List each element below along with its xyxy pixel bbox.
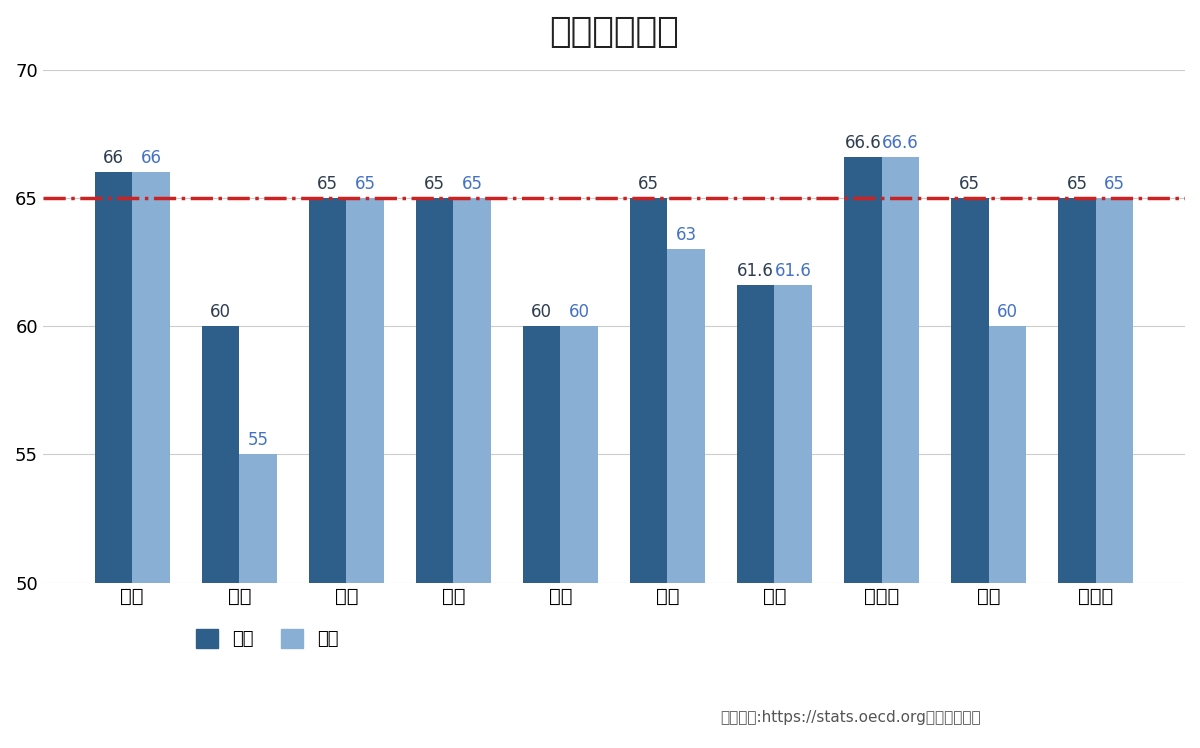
Text: 60: 60 (210, 303, 232, 321)
Bar (454, 198, 491, 748)
Text: 60: 60 (997, 303, 1018, 321)
Bar (560, 326, 598, 748)
Bar (95, 172, 132, 748)
Bar (952, 198, 989, 748)
Bar (630, 198, 667, 748)
Text: 65: 65 (317, 175, 338, 193)
Bar (989, 326, 1026, 748)
Bar (737, 285, 774, 748)
Text: 61.6: 61.6 (775, 262, 811, 280)
Bar (523, 326, 560, 748)
Bar (416, 198, 454, 748)
Bar (132, 172, 169, 748)
Text: 65: 65 (462, 175, 482, 193)
Text: 66.6: 66.6 (882, 134, 919, 152)
Text: 65: 65 (354, 175, 376, 193)
Text: 55: 55 (247, 432, 269, 450)
Text: 60: 60 (569, 303, 589, 321)
Title: 各国退休年龄: 各国退休年龄 (550, 15, 679, 49)
Text: 65: 65 (424, 175, 445, 193)
Text: 61.6: 61.6 (737, 262, 774, 280)
Bar (347, 198, 384, 748)
Text: 65: 65 (1067, 175, 1087, 193)
Text: 60: 60 (532, 303, 552, 321)
Text: 65: 65 (638, 175, 659, 193)
Text: 63: 63 (676, 226, 697, 244)
Text: 65: 65 (1104, 175, 1124, 193)
Text: 66: 66 (140, 149, 162, 168)
Bar (308, 198, 347, 748)
Text: 数据来源:https://stats.oecd.org。陈龙飞制表: 数据来源:https://stats.oecd.org。陈龙飞制表 (720, 710, 980, 725)
Bar (882, 157, 919, 748)
Bar (239, 454, 277, 748)
Legend: 男性, 女性: 男性, 女性 (188, 622, 346, 655)
Text: 65: 65 (959, 175, 980, 193)
Bar (1058, 198, 1096, 748)
Bar (774, 285, 812, 748)
Bar (202, 326, 239, 748)
Text: 66: 66 (103, 149, 124, 168)
Bar (844, 157, 882, 748)
Bar (1096, 198, 1133, 748)
Bar (667, 249, 704, 748)
Text: 66.6: 66.6 (845, 134, 881, 152)
